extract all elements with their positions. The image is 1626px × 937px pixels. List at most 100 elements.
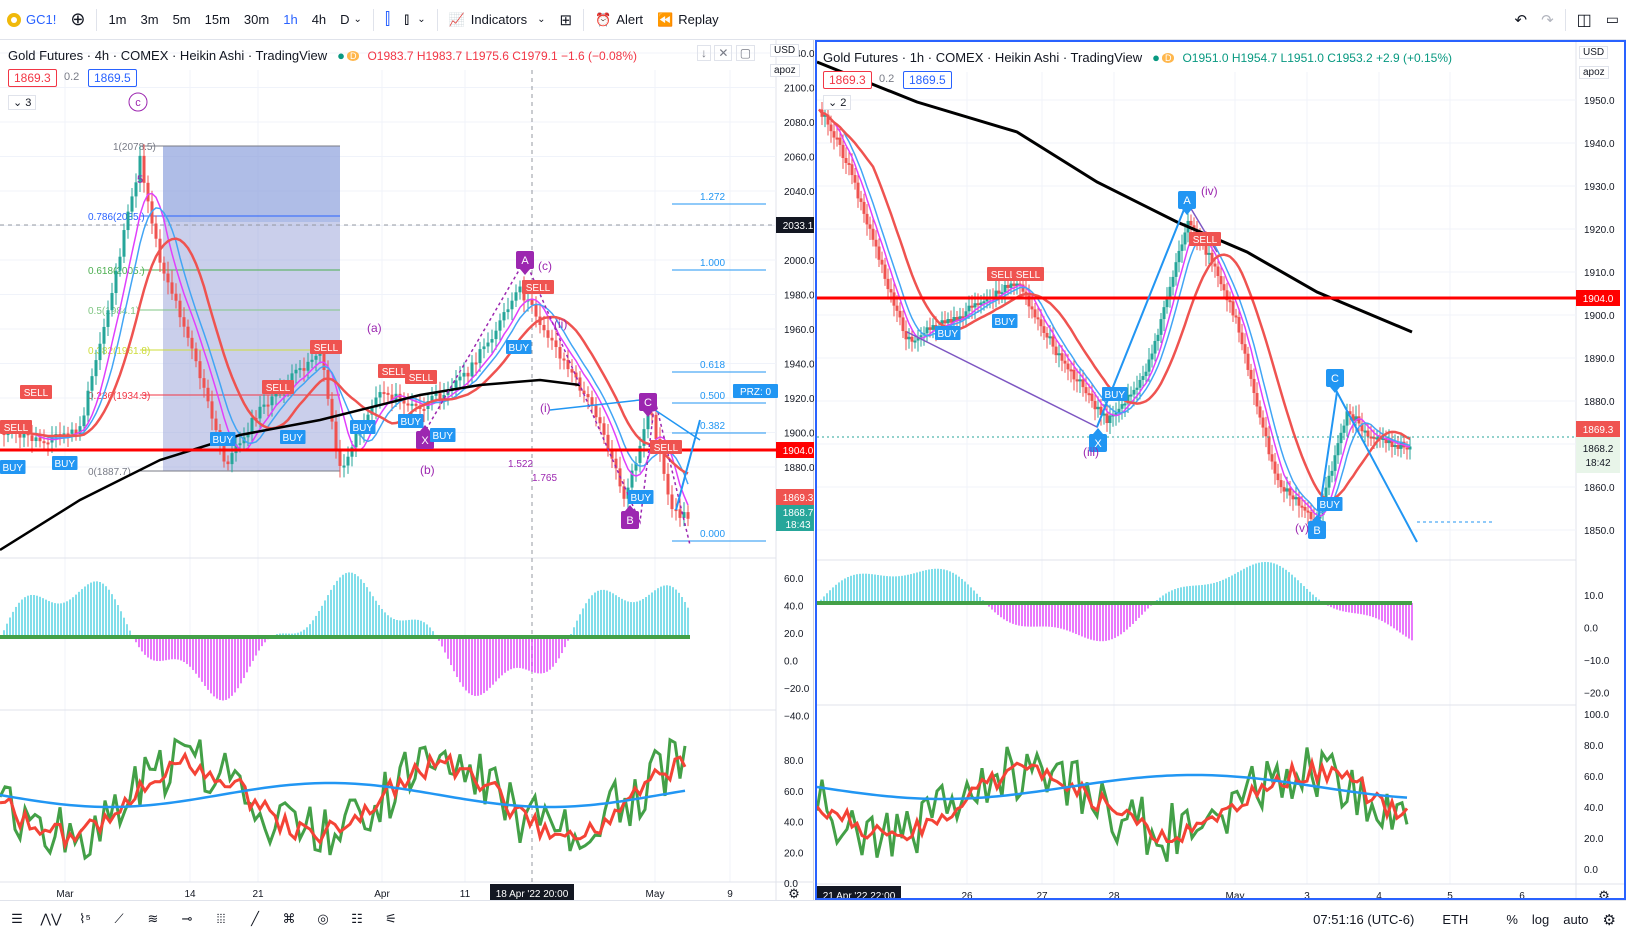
right-mode-select[interactable]: apoz [1579, 66, 1609, 79]
right-collapse-toggle[interactable]: ⌄ 2 [823, 95, 852, 110]
pattern-tool[interactable]: ⋀⋁ [34, 903, 68, 935]
chart-pane-right[interactable]: 1950.0 1940.0 1930.0 1920.0 1910.0 1900.0 1890… [815, 40, 1626, 900]
left-ask-price[interactable]: 1869.5 [88, 69, 137, 87]
plus-circle-icon: ⊕ [70, 9, 86, 29]
arrow-down-icon[interactable]: ↓ [697, 45, 711, 61]
elliott-wave-tool[interactable]: ⌇⁵ [68, 903, 102, 935]
osc-bar [1390, 603, 1392, 627]
osc-bar [75, 594, 77, 637]
osc-bar [1102, 603, 1104, 642]
right-legend: Gold Futures · 1h · COMEX · Heikin Ashi … [823, 50, 1452, 65]
right-currency-select[interactable]: USD [1579, 46, 1609, 59]
buy-tag-text: BUY [54, 459, 75, 470]
maximize-icon[interactable]: ▢ [735, 45, 756, 61]
marker-x-text: X [421, 435, 429, 447]
left-chart-canvas[interactable]: 2140.02100.02080.02060.02040.02020.02000… [0, 40, 814, 900]
osc-bar [552, 637, 554, 667]
compare-add-button[interactable]: ⊕ [63, 0, 92, 40]
interval-30m[interactable]: 30m [243, 12, 270, 27]
right-candle [898, 310, 902, 318]
left-candle [662, 452, 666, 474]
osc-bar [1255, 563, 1257, 603]
interval-d[interactable]: D ⌄ [333, 0, 369, 40]
right-ask-price[interactable]: 1869.5 [903, 71, 952, 89]
left-mode-select[interactable]: apoz [770, 64, 800, 77]
right-candle [1387, 440, 1391, 444]
left-currency-select[interactable]: USD [770, 44, 800, 57]
network-tool[interactable]: ⌘ [272, 903, 306, 935]
more-layout-button[interactable]: ▭ [1599, 0, 1626, 40]
price-tag-last [1576, 421, 1620, 437]
price-tag-support [776, 442, 814, 458]
buy-tag [506, 340, 532, 354]
settings-gear-icon[interactable]: ⚙ [1602, 911, 1616, 929]
percent-scale-toggle[interactable]: % [1506, 912, 1518, 927]
osc-bar [952, 572, 954, 603]
osc-bar [1336, 603, 1338, 610]
symbol-search[interactable]: GC1! [0, 0, 63, 40]
gann-tool[interactable]: ◎ [306, 903, 340, 935]
osc-bar [561, 637, 563, 654]
interval-1h[interactable]: 1h [283, 12, 298, 27]
left-candle [86, 390, 90, 416]
left-bid-price[interactable]: 1869.3 [8, 69, 57, 87]
close-icon[interactable]: ✕ [714, 45, 733, 61]
fib-level-label: 0(1887.7) [88, 467, 131, 478]
osc-bar [627, 601, 629, 637]
fib-channel-tool[interactable]: ≋ [136, 903, 170, 935]
log-scale-toggle[interactable]: log [1531, 912, 1550, 927]
osc-bar [531, 637, 533, 672]
replay-button[interactable]: ⏪ Replay [650, 0, 726, 40]
fib-extension-tool[interactable]: ⚟ [374, 903, 408, 935]
right-candle [1363, 430, 1367, 433]
right-candle [874, 239, 878, 247]
right-candle [1156, 334, 1160, 341]
right-candle [889, 289, 893, 293]
left-collapse-toggle[interactable]: ⌄ 3 [8, 95, 37, 110]
layout-button[interactable]: ◫ [1570, 0, 1599, 40]
osc-bar [883, 575, 885, 603]
interval-4h[interactable]: 4h [311, 12, 327, 27]
chart-type-candles-button[interactable]: ⫿ [378, 0, 397, 40]
indicators-button[interactable]: 📈 Indicators ⌄ [442, 0, 553, 40]
interval-5m[interactable]: 5m [172, 12, 191, 27]
fib-retracement-tool[interactable]: ☷ [340, 903, 374, 935]
osc-tick-label: −20.0 [784, 684, 810, 695]
osc-tick-label: 40.0 [784, 602, 804, 613]
chart-type-bars-button[interactable]: ⫾ ⌄ [397, 0, 433, 40]
right-bid-price[interactable]: 1869.3 [823, 71, 872, 89]
lines-icon: ☰ [11, 911, 23, 926]
right-candle [1075, 379, 1079, 382]
session-toggle[interactable]: ETH [1442, 912, 1469, 927]
right-candle [1333, 455, 1337, 471]
left-candle [134, 182, 138, 197]
path-tool[interactable]: ⟋ [102, 903, 136, 935]
auto-scale-toggle[interactable]: auto [1563, 912, 1589, 927]
alert-button[interactable]: ⏰ Alert [588, 0, 650, 40]
osc-bar [1027, 603, 1029, 627]
osc-bar [1276, 564, 1278, 603]
clock-text: 07:51:16 (UTC-6) [1313, 912, 1415, 927]
chart-pane-left[interactable]: 2140.02100.02080.02060.02040.02020.02000… [0, 40, 814, 900]
interval-1m[interactable]: 1m [108, 12, 127, 27]
fib-timezone-tool[interactable]: ⦙⦙⦙ [204, 903, 238, 935]
line-tool[interactable]: ╱ [238, 903, 272, 935]
undo-button[interactable]: ↶ [1507, 0, 1534, 40]
osc-bar [925, 570, 927, 603]
interval-3m[interactable]: 3m [140, 12, 159, 27]
right-chart-canvas[interactable]: 1950.0 1940.0 1930.0 1920.0 1910.0 1900.0 1890… [817, 42, 1624, 898]
osc-bar [1141, 603, 1143, 615]
price-tick-label: 2060.0 [784, 153, 814, 164]
osc-bar [429, 627, 431, 637]
osc-bar [1090, 603, 1092, 640]
redo-button[interactable]: ↷ [1534, 0, 1561, 40]
interval-15m[interactable]: 15m [204, 12, 230, 27]
trend-line-tool[interactable]: ☰ [0, 903, 34, 935]
right-candle [1060, 353, 1064, 361]
price-tick-label: 1940.0 [1584, 139, 1615, 150]
time-tick-label: 14 [184, 889, 196, 900]
osc-bar [922, 570, 924, 603]
horizontal-ray-tool[interactable]: ⊸ [170, 903, 204, 935]
left-legend-controls[interactable]: ↓ ✕ ▢ [697, 45, 756, 61]
templates-button[interactable]: ⊞ [553, 0, 580, 40]
